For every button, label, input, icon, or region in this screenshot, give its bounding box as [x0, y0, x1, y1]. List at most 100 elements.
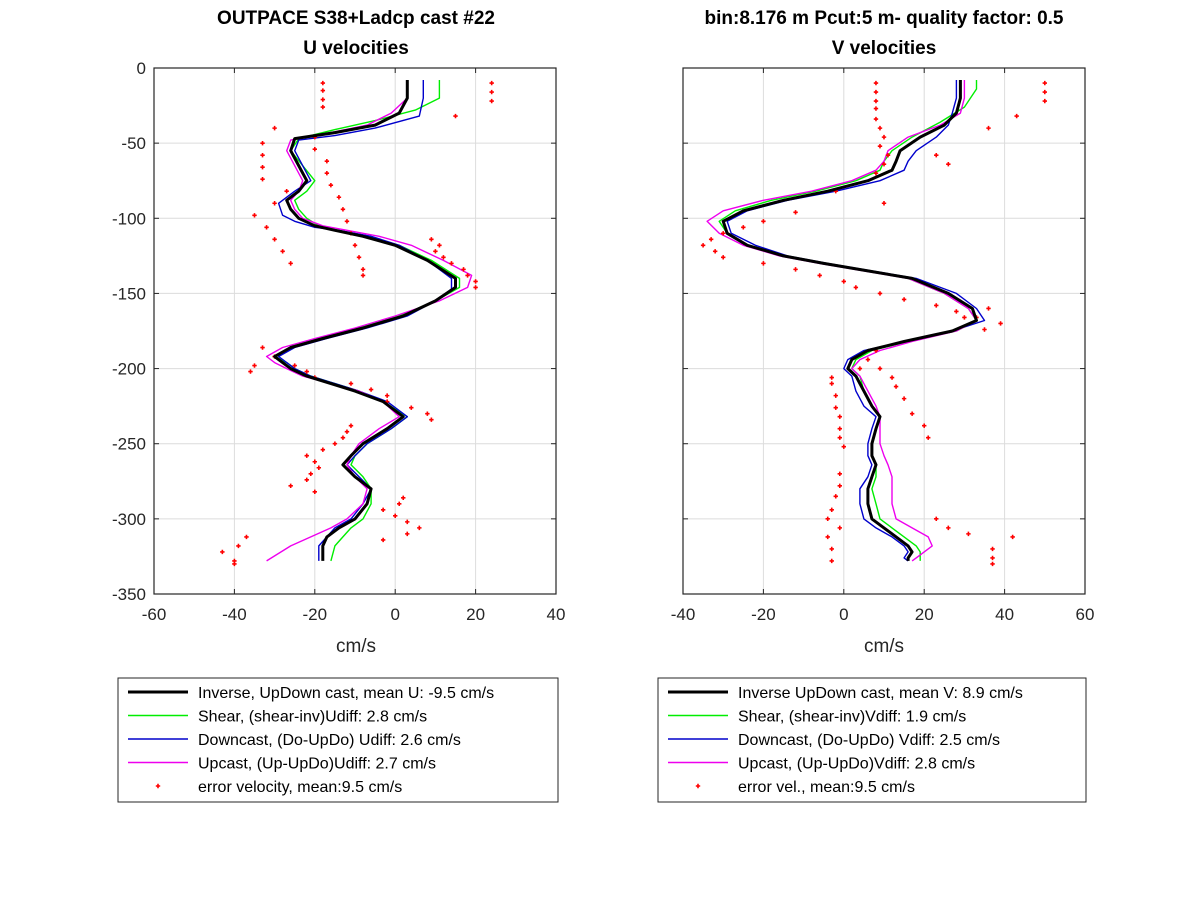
u-velocity-panel: OUTPACE S38+Ladcp cast #22 U velocities … — [112, 8, 565, 803]
error-velocity-point — [316, 465, 322, 470]
y-tick-label: -350 — [112, 585, 146, 604]
error-velocity-point — [320, 97, 326, 102]
error-velocity-point — [260, 164, 265, 170]
error-velocity-point — [966, 531, 971, 537]
error-velocity-point — [998, 321, 1003, 326]
v-series-line-2 — [726, 80, 986, 562]
error-velocity-point — [397, 501, 402, 507]
error-velocity-point — [284, 189, 289, 194]
v-series-line-1 — [718, 80, 978, 561]
error-velocity-point — [793, 267, 798, 272]
error-velocity-point — [344, 219, 350, 224]
error-velocity-point — [489, 80, 494, 86]
legend-entry: Inverse, UpDown cast, mean U: -9.5 cm/s — [198, 685, 494, 702]
error-velocity-point — [1010, 534, 1015, 540]
error-velocity-point — [825, 534, 830, 540]
error-velocity-point — [473, 285, 478, 290]
error-velocity-point — [877, 366, 883, 371]
error-velocity-point — [901, 396, 907, 401]
x-tick-label: -20 — [303, 605, 328, 624]
v-x-axis-label: cm/s — [864, 636, 904, 657]
error-velocity-point — [889, 375, 895, 380]
error-velocity-point — [352, 243, 358, 248]
u-legend: Inverse, UpDown cast, mean U: -9.5 cm/s S… — [117, 677, 559, 803]
error-velocity-point — [865, 357, 871, 362]
error-velocity-point — [308, 471, 313, 476]
v-axes-frame — [682, 67, 1086, 595]
error-velocity-point — [380, 507, 386, 513]
error-velocity-point — [368, 387, 374, 392]
error-velocity-point — [340, 207, 346, 212]
legend-entry: error vel., mean:9.5 cm/s — [738, 779, 915, 796]
error-velocity-point — [252, 213, 257, 218]
error-velocity-point — [881, 201, 887, 206]
error-velocity-point — [857, 366, 863, 371]
v-legend-box — [657, 677, 1087, 803]
error-velocity-point — [833, 393, 838, 398]
error-velocity-point — [901, 297, 907, 302]
error-velocity-point — [833, 405, 838, 410]
error-velocity-point — [873, 98, 879, 104]
error-velocity-point — [425, 411, 430, 416]
error-velocity-point — [465, 273, 470, 278]
error-velocity-point — [990, 561, 995, 567]
v-grid — [682, 67, 1086, 595]
error-velocity-point — [264, 225, 269, 230]
error-velocity-point — [841, 279, 846, 284]
error-velocity-point — [837, 483, 842, 488]
error-velocity-point — [348, 423, 354, 428]
error-velocity-point — [837, 525, 842, 531]
legend-entry: error velocity, mean:9.5 cm/s — [198, 779, 402, 796]
error-velocity-point — [417, 525, 422, 531]
v-series-line-3 — [706, 80, 978, 562]
error-velocity-point — [986, 125, 991, 131]
error-velocity-point — [954, 309, 959, 314]
x-tick-label: 20 — [466, 605, 485, 624]
u-axes-frame — [153, 67, 557, 595]
y-tick-label: -50 — [121, 134, 146, 153]
error-velocity-point — [837, 426, 842, 431]
error-velocity-point — [1014, 113, 1019, 119]
error-velocity-point — [384, 393, 390, 398]
error-velocity-point — [833, 494, 838, 499]
error-velocity-point — [441, 255, 446, 260]
y-tick-label: -200 — [112, 360, 146, 379]
error-velocity-point — [260, 140, 265, 146]
error-velocity-point — [453, 113, 458, 119]
error-velocity-point — [324, 158, 330, 164]
error-velocity-point — [934, 516, 939, 522]
x-tick-label: 60 — [1076, 605, 1095, 624]
error-velocity-point — [877, 143, 883, 149]
error-velocity-point — [825, 516, 830, 522]
x-tick-label: 40 — [995, 605, 1014, 624]
error-velocity-point — [962, 315, 967, 320]
u-x-axis-label: cm/s — [336, 636, 376, 657]
error-velocity-point — [761, 219, 766, 224]
error-velocity-point — [1042, 98, 1047, 104]
legend-entry: Upcast, (Up-UpDo)Udiff: 2.7 cm/s — [198, 756, 436, 773]
v-panel-title-line2: V velocities — [832, 38, 937, 59]
error-velocity-point — [881, 134, 887, 140]
error-velocity-point — [837, 471, 842, 476]
v-plot-area — [700, 80, 1047, 567]
error-velocity-point — [489, 89, 494, 95]
error-velocity-point — [401, 495, 406, 501]
error-velocity-point — [721, 255, 726, 260]
error-velocity-point — [817, 273, 822, 278]
error-velocity-point — [360, 273, 366, 278]
error-velocity-point — [328, 183, 334, 188]
error-velocity-point — [312, 489, 317, 495]
error-velocity-point — [934, 152, 939, 158]
error-velocity-point — [244, 534, 249, 540]
error-velocity-point — [1042, 89, 1047, 95]
x-tick-label: -60 — [142, 605, 167, 624]
legend-entry: Inverse UpDown cast, mean V: 8.9 cm/s — [738, 685, 1023, 702]
error-velocity-point — [877, 125, 883, 131]
y-tick-label: 0 — [137, 59, 146, 78]
error-velocity-point — [320, 104, 326, 110]
error-velocity-point — [437, 243, 442, 248]
error-velocity-point — [721, 231, 726, 236]
error-velocity-point — [877, 291, 883, 296]
error-velocity-point — [489, 98, 494, 104]
